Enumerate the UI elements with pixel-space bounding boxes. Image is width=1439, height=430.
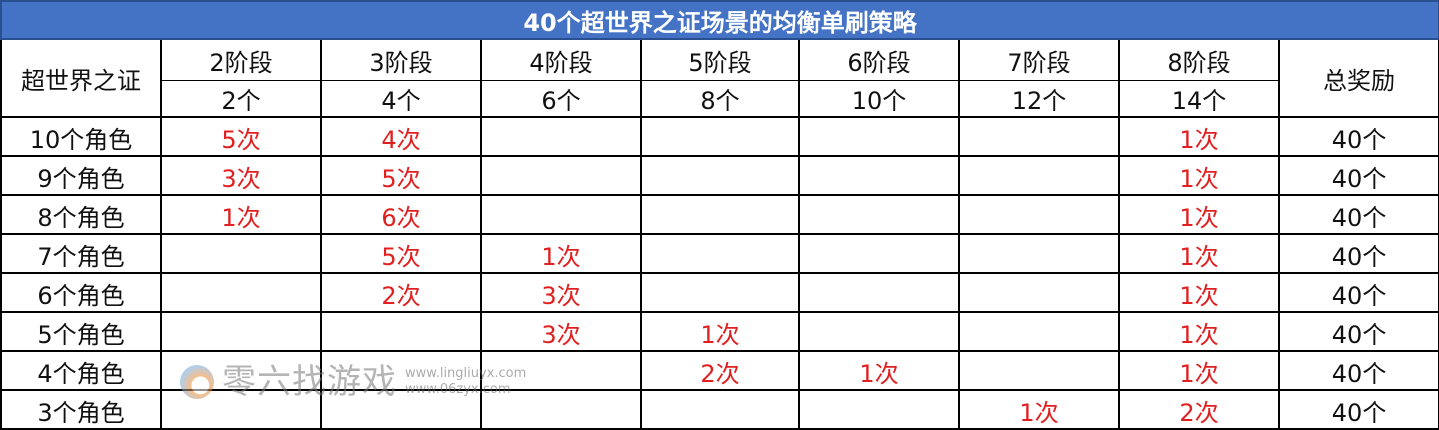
run-count-cell	[480, 155, 642, 196]
run-count-cell: 3次	[480, 272, 642, 313]
run-count-cell: 2次	[640, 350, 800, 391]
run-count-cell: 2次	[1118, 389, 1280, 430]
run-count-cell: 1次	[1118, 194, 1280, 235]
run-count-cell	[958, 194, 1120, 235]
run-count-cell: 1次	[958, 389, 1120, 430]
stage-count: 12个	[958, 80, 1120, 118]
table-row: 7个角色 5次 1次 1次 40个	[0, 233, 1439, 274]
run-count-cell	[160, 233, 322, 274]
table-row: 9个角色 3次 5次 1次 40个	[0, 155, 1439, 196]
total-cell: 40个	[1277, 272, 1439, 313]
run-count-cell	[798, 389, 960, 430]
table-row: 6个角色 2次 3次 1次 40个	[0, 272, 1439, 313]
run-count-cell	[958, 155, 1120, 196]
stage-header: 5阶段	[640, 38, 800, 81]
run-count-cell	[958, 233, 1120, 274]
total-cell: 40个	[1277, 389, 1439, 430]
run-count-cell: 5次	[160, 116, 322, 157]
stage-header: 3阶段	[320, 38, 482, 81]
run-count-cell	[958, 116, 1120, 157]
stage-count: 6个	[480, 80, 642, 118]
table-row: 5个角色 3次 1次 1次 40个	[0, 311, 1439, 352]
stage-count: 10个	[798, 80, 960, 118]
stage-header: 7阶段	[958, 38, 1120, 81]
run-count-cell	[798, 194, 960, 235]
run-count-cell: 1次	[1118, 350, 1280, 391]
run-count-cell: 1次	[1118, 311, 1280, 352]
run-count-cell: 1次	[1118, 155, 1280, 196]
run-count-cell: 1次	[1118, 116, 1280, 157]
stage-count: 2个	[160, 80, 322, 118]
run-count-cell	[958, 311, 1120, 352]
run-count-cell	[160, 311, 322, 352]
run-count-cell: 6次	[320, 194, 482, 235]
run-count-cell: 1次	[160, 194, 322, 235]
run-count-cell	[640, 389, 800, 430]
row-label: 9个角色	[0, 155, 162, 196]
stage-count: 8个	[640, 80, 800, 118]
run-count-cell	[798, 155, 960, 196]
stage-header: 8阶段	[1118, 38, 1280, 81]
table-row: 3个角色 1次 2次 40个	[0, 389, 1439, 430]
run-count-cell: 1次	[1118, 233, 1280, 274]
table-row: 8个角色 1次 6次 1次 40个	[0, 194, 1439, 235]
run-count-cell	[798, 272, 960, 313]
total-cell: 40个	[1277, 194, 1439, 235]
row-label: 7个角色	[0, 233, 162, 274]
stage-count: 14个	[1118, 80, 1280, 118]
run-count-cell	[480, 194, 642, 235]
run-count-cell	[320, 311, 482, 352]
total-cell: 40个	[1277, 233, 1439, 274]
row-label: 5个角色	[0, 311, 162, 352]
stage-header: 6阶段	[798, 38, 960, 81]
total-cell: 40个	[1277, 155, 1439, 196]
row-label: 4个角色	[0, 350, 162, 391]
table-title: 40个超世界之证场景的均衡单刷策略	[0, 0, 1439, 40]
run-count-cell	[640, 272, 800, 313]
run-count-cell	[480, 116, 642, 157]
run-count-cell	[798, 233, 960, 274]
run-count-cell: 2次	[320, 272, 482, 313]
row-label: 3个角色	[0, 389, 162, 430]
run-count-cell: 1次	[640, 311, 800, 352]
run-count-cell	[160, 389, 322, 430]
run-count-cell	[640, 155, 800, 196]
row-label: 6个角色	[0, 272, 162, 313]
table-row: 10个角色 5次 4次 1次 40个	[0, 116, 1439, 157]
run-count-cell	[798, 311, 960, 352]
total-header: 总奖励	[1277, 38, 1439, 118]
run-count-cell: 5次	[320, 233, 482, 274]
run-count-cell: 1次	[1118, 272, 1280, 313]
row-label: 10个角色	[0, 116, 162, 157]
run-count-cell	[160, 272, 322, 313]
table-row: 4个角色 2次 1次 1次 40个	[0, 350, 1439, 391]
run-count-cell: 5次	[320, 155, 482, 196]
run-count-cell	[640, 194, 800, 235]
run-count-cell: 4次	[320, 116, 482, 157]
run-count-cell: 3次	[160, 155, 322, 196]
run-count-cell	[160, 350, 322, 391]
stage-header: 2阶段	[160, 38, 322, 81]
total-cell: 40个	[1277, 116, 1439, 157]
run-count-cell: 1次	[480, 233, 642, 274]
run-count-cell	[320, 389, 482, 430]
run-count-cell	[958, 272, 1120, 313]
run-count-cell	[640, 233, 800, 274]
stage-count: 4个	[320, 80, 482, 118]
row-label: 8个角色	[0, 194, 162, 235]
stage-header: 4阶段	[480, 38, 642, 81]
run-count-cell: 3次	[480, 311, 642, 352]
run-count-cell	[480, 350, 642, 391]
corner-header: 超世界之证	[0, 38, 162, 118]
total-cell: 40个	[1277, 350, 1439, 391]
run-count-cell	[958, 350, 1120, 391]
total-cell: 40个	[1277, 311, 1439, 352]
run-count-cell: 1次	[798, 350, 960, 391]
run-count-cell	[320, 350, 482, 391]
run-count-cell	[640, 116, 800, 157]
run-count-cell	[480, 389, 642, 430]
run-count-cell	[798, 116, 960, 157]
